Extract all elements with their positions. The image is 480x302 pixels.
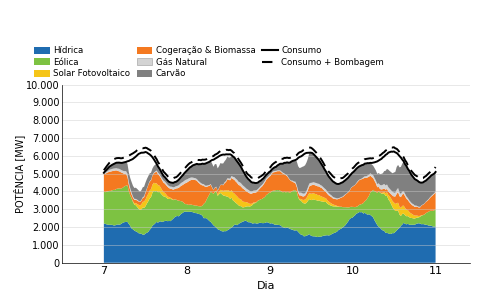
Legend: Hídrica, Eólica, Solar Fotovoltaico, Cogeração & Biomassa, Gás Natural, Carvão, : Hídrica, Eólica, Solar Fotovoltaico, Cog… <box>34 46 384 79</box>
X-axis label: Dia: Dia <box>257 281 276 291</box>
Y-axis label: POTÊNCIA [MW]: POTÊNCIA [MW] <box>12 134 24 213</box>
